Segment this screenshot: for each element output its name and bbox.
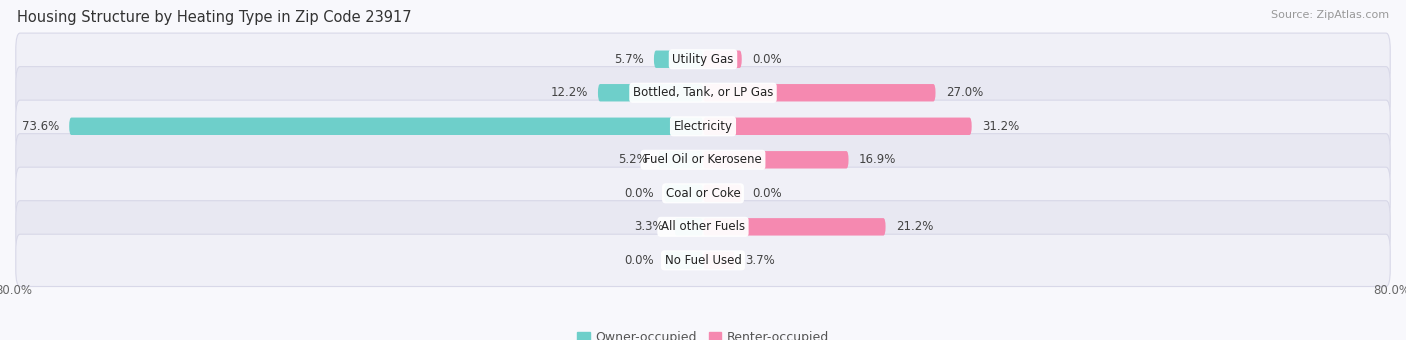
FancyBboxPatch shape [703,84,935,101]
Text: Housing Structure by Heating Type in Zip Code 23917: Housing Structure by Heating Type in Zip… [17,10,412,25]
FancyBboxPatch shape [15,167,1391,219]
FancyBboxPatch shape [664,185,703,202]
Text: 12.2%: 12.2% [550,86,588,99]
Text: Electricity: Electricity [673,120,733,133]
FancyBboxPatch shape [598,84,703,101]
Legend: Owner-occupied, Renter-occupied: Owner-occupied, Renter-occupied [572,326,834,340]
FancyBboxPatch shape [703,218,886,236]
FancyBboxPatch shape [703,185,742,202]
FancyBboxPatch shape [15,201,1391,253]
Text: Utility Gas: Utility Gas [672,53,734,66]
Text: Coal or Coke: Coal or Coke [665,187,741,200]
FancyBboxPatch shape [703,252,735,269]
Text: 21.2%: 21.2% [896,220,934,233]
FancyBboxPatch shape [15,234,1391,287]
FancyBboxPatch shape [703,151,849,169]
FancyBboxPatch shape [675,218,703,236]
Text: Bottled, Tank, or LP Gas: Bottled, Tank, or LP Gas [633,86,773,99]
FancyBboxPatch shape [703,51,742,68]
Text: 0.0%: 0.0% [752,187,782,200]
Text: 0.0%: 0.0% [624,254,654,267]
Text: 0.0%: 0.0% [752,53,782,66]
FancyBboxPatch shape [658,151,703,169]
Text: Source: ZipAtlas.com: Source: ZipAtlas.com [1271,10,1389,20]
FancyBboxPatch shape [15,33,1391,85]
Text: Fuel Oil or Kerosene: Fuel Oil or Kerosene [644,153,762,166]
Text: 5.2%: 5.2% [619,153,648,166]
Text: 3.3%: 3.3% [634,220,664,233]
Text: 73.6%: 73.6% [21,120,59,133]
FancyBboxPatch shape [15,100,1391,152]
Text: 5.7%: 5.7% [614,53,644,66]
FancyBboxPatch shape [664,252,703,269]
Text: 16.9%: 16.9% [859,153,896,166]
FancyBboxPatch shape [703,118,972,135]
Text: 0.0%: 0.0% [624,187,654,200]
Text: All other Fuels: All other Fuels [661,220,745,233]
FancyBboxPatch shape [654,51,703,68]
Text: 27.0%: 27.0% [946,86,983,99]
Text: 31.2%: 31.2% [981,120,1019,133]
FancyBboxPatch shape [15,134,1391,186]
FancyBboxPatch shape [15,67,1391,119]
Text: 3.7%: 3.7% [745,254,775,267]
FancyBboxPatch shape [69,118,703,135]
Text: No Fuel Used: No Fuel Used [665,254,741,267]
